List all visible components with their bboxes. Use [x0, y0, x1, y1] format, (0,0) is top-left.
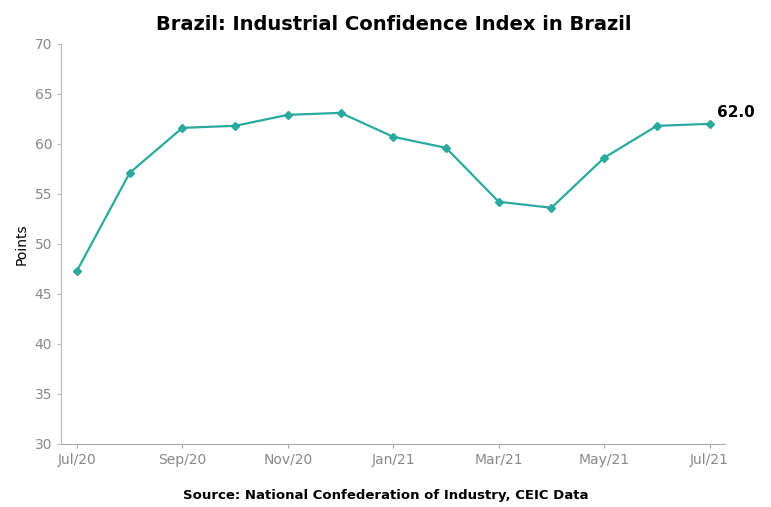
Y-axis label: Points: Points [15, 223, 29, 265]
Title: Brazil: Industrial Confidence Index in Brazil: Brazil: Industrial Confidence Index in B… [156, 15, 631, 34]
Text: 62.0: 62.0 [718, 105, 756, 120]
Text: Source: National Confederation of Industry, CEIC Data: Source: National Confederation of Indust… [183, 489, 588, 502]
